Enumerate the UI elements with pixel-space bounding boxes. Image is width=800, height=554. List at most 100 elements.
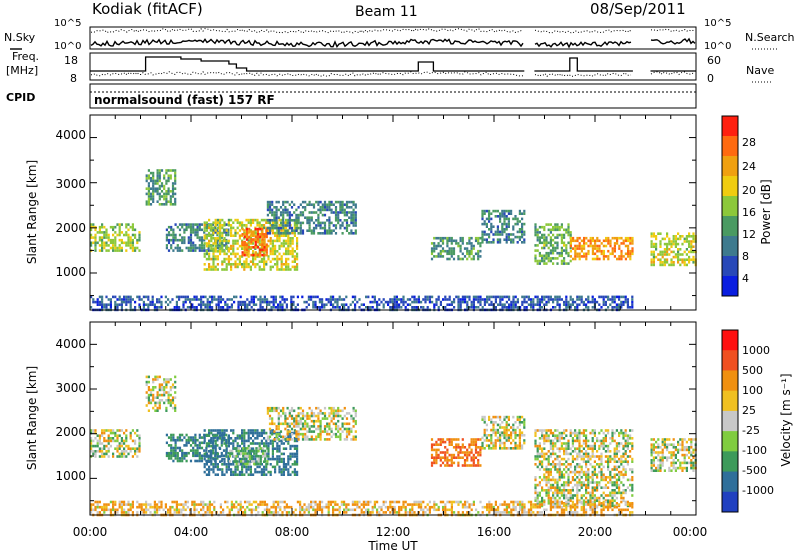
heatmap-cell (334, 435, 338, 439)
heatmap-cell (567, 491, 570, 495)
heatmap-cell (332, 224, 335, 227)
heatmap-cell (169, 300, 172, 304)
heatmap-cell (308, 427, 311, 431)
heatmap-cell (120, 231, 123, 234)
heatmap-cell (217, 300, 220, 304)
heatmap-cell (576, 496, 579, 500)
heatmap-cell (521, 230, 524, 234)
heatmap-cell (330, 406, 333, 410)
heatmap-cell (198, 246, 201, 250)
heatmap-cell (499, 230, 502, 234)
heatmap-cell (376, 300, 379, 304)
heatmap-cell (532, 303, 535, 306)
heatmap-cell (345, 213, 349, 217)
heatmap-cell (468, 252, 471, 256)
heatmap-cell (373, 300, 376, 304)
heatmap-cell (486, 298, 489, 301)
heatmap-cell (245, 468, 248, 471)
heatmap-cell (98, 442, 101, 445)
heatmap-cell (174, 404, 177, 407)
heatmap-cell (538, 442, 541, 445)
heatmap-cell (296, 470, 299, 474)
heatmap-cell (543, 489, 546, 492)
heatmap-cell (125, 241, 128, 245)
heatmap-cell (574, 470, 577, 474)
heatmap-cell (296, 263, 299, 266)
heatmap-cell (582, 499, 585, 502)
heatmap-cell (217, 298, 220, 301)
heatmap-cell (448, 443, 451, 446)
heatmap-cell (221, 470, 224, 474)
heatmap-cell (271, 219, 274, 222)
heatmap-cell (626, 300, 629, 304)
heatmap-cell (488, 233, 491, 236)
heatmap-cell (156, 306, 159, 309)
heatmap-cell (183, 236, 186, 239)
heatmap-cell (323, 306, 326, 309)
heatmap-cell (131, 223, 134, 226)
heatmap-cell (243, 246, 246, 249)
heatmap-cell (609, 298, 612, 301)
heatmap-cell (391, 300, 394, 304)
heatmap-cell (246, 454, 249, 458)
heatmap-cell (219, 224, 222, 227)
heatmap-cell (282, 252, 285, 256)
heatmap-cell (271, 229, 274, 232)
heatmap-cell (278, 465, 281, 469)
heatmap-cell (170, 436, 173, 439)
heatmap-cell (652, 258, 655, 261)
heatmap-cell (224, 300, 227, 304)
heatmap-cell (596, 249, 599, 253)
heatmap-cell (129, 437, 132, 440)
heatmap-cell (172, 438, 175, 442)
heatmap-cell (276, 250, 279, 253)
heatmap-cell (259, 243, 262, 246)
heatmap-cell (547, 241, 550, 245)
heatmap-cell (260, 250, 263, 253)
heatmap-cell (249, 473, 252, 476)
heatmap-cell (192, 436, 195, 439)
heatmap-cell (488, 434, 491, 437)
heatmap-cell (341, 224, 344, 227)
heatmap-cell (112, 238, 115, 242)
heatmap-cell (129, 303, 132, 306)
heatmap-cell (319, 226, 322, 230)
heatmap-cell (674, 235, 677, 238)
heatmap-cell (254, 455, 257, 458)
heatmap-cell (285, 234, 288, 237)
heatmap-cell (620, 303, 623, 306)
heatmap-cell (339, 414, 342, 418)
heatmap-cell (321, 298, 324, 301)
heatmap-cell (461, 446, 464, 449)
heatmap-cell (321, 226, 324, 230)
heatmap-cell (474, 438, 478, 441)
heatmap-cell (679, 235, 682, 238)
heatmap-cell (256, 470, 259, 474)
heatmap-cell (594, 244, 597, 248)
heatmap-cell (293, 211, 296, 214)
heatmap-cell (607, 298, 610, 301)
heatmap-cell (192, 249, 195, 252)
heatmap-cell (299, 203, 302, 206)
heatmap-cell (227, 437, 230, 440)
heatmap-cell (160, 399, 164, 402)
heatmap-cell (280, 257, 283, 261)
heatmap-cell (538, 463, 541, 466)
heatmap-cell (563, 504, 566, 508)
heatmap-cell (266, 203, 269, 206)
heatmap-cell (259, 248, 262, 252)
heatmap-cell (291, 455, 294, 458)
heatmap-cell (563, 300, 566, 304)
heatmap-cell (567, 457, 570, 461)
heatmap-cell (629, 255, 632, 258)
heatmap-cell (576, 476, 579, 479)
heatmap-cell (225, 263, 228, 266)
heatmap-cell (558, 470, 561, 474)
heatmap-cell (195, 298, 198, 301)
heatmap-cell (323, 425, 327, 428)
heatmap-cell (571, 460, 574, 463)
heatmap-cell (90, 306, 93, 309)
heatmap-cell (620, 249, 623, 253)
heatmap-cell (129, 431, 132, 435)
